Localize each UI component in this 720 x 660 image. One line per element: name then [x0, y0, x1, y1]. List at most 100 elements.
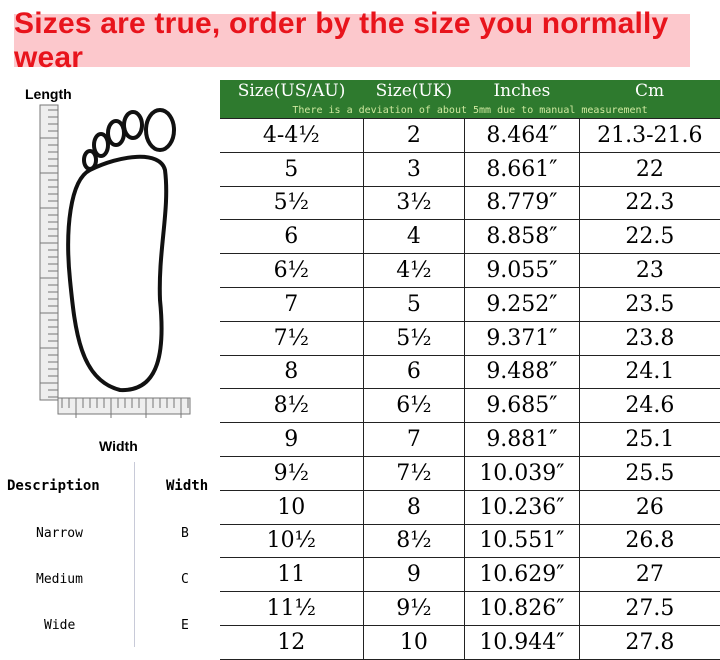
table-row: 11 9 10.629″ 27	[220, 557, 720, 593]
deviation-note: There is a deviation of about 5mm due to…	[220, 102, 720, 119]
table-cell: 11	[220, 557, 364, 593]
table-cell: 8.464″	[464, 118, 580, 153]
table-row: 5 3 8.661″ 22	[220, 151, 720, 187]
width-cell: B	[181, 526, 189, 541]
table-cell: 10.551″	[464, 523, 580, 559]
table-cell: 3	[362, 151, 466, 187]
table-cell: 10.236″	[464, 489, 580, 525]
table-cell: 5½	[362, 320, 466, 356]
table-cell: 4-4½	[220, 118, 364, 153]
length-ruler	[39, 104, 59, 401]
table-cell: 9.252″	[464, 286, 580, 322]
table-cell: 4½	[362, 253, 466, 288]
foot-diagram	[39, 104, 191, 418]
table-cell: 6½	[362, 388, 466, 424]
table-cell: 2	[362, 118, 466, 153]
table-cell: 24.1	[578, 354, 720, 390]
description-cell: Wide	[44, 618, 76, 633]
table-cell: 8½	[220, 388, 364, 424]
table-cell: 6	[220, 219, 364, 255]
table-cell: 6½	[220, 253, 364, 288]
table-cell: 9½	[362, 591, 466, 626]
table-cell: 9	[362, 557, 466, 593]
table-row: 5½ 3½ 8.779″ 22.3	[220, 185, 720, 221]
description-cell: Narrow	[36, 526, 83, 541]
table-row: 8 6 9.488″ 24.1	[220, 354, 720, 390]
table-row: 9½ 7½ 10.039″ 25.5	[220, 455, 720, 491]
foot-outline-icon	[66, 154, 169, 393]
table-cell: 7½	[362, 455, 466, 491]
table-cell: 10.826″	[464, 591, 580, 626]
table-cell: 9	[220, 422, 364, 457]
description-header: Description	[7, 478, 100, 494]
divider	[134, 462, 135, 647]
table-row: 10 8 10.236″ 26	[220, 489, 720, 525]
table-cell: 27	[578, 557, 720, 593]
table-cell: 4	[362, 219, 466, 255]
table-cell: 22.3	[578, 185, 720, 221]
table-row: 7 5 9.252″ 23.5	[220, 286, 720, 322]
table-cell: 3½	[362, 185, 466, 221]
table-cell: 12	[220, 624, 364, 660]
table-cell: 22	[578, 151, 720, 187]
size-table: Size(US/AU) Size(UK) Inches Cm There is …	[220, 80, 720, 660]
table-cell: 10.039″	[464, 455, 580, 491]
table-cell: 7	[220, 286, 364, 322]
table-cell: 26	[578, 489, 720, 525]
table-cell: 9.371″	[464, 320, 580, 356]
table-cell: 8.779″	[464, 185, 580, 221]
table-cell: 25.5	[578, 455, 720, 491]
table-cell: 8	[220, 354, 364, 390]
table-cell: 21.3-21.6	[578, 118, 720, 153]
table-cell: 9.488″	[464, 354, 580, 390]
width-cell: E	[181, 618, 189, 633]
header-us-au: Size(US/AU)	[220, 80, 364, 102]
table-row: 11½ 9½ 10.826″ 27.5	[220, 591, 720, 626]
table-cell: 24.6	[578, 388, 720, 424]
table-cell: 27.5	[578, 591, 720, 626]
table-cell: 9½	[220, 455, 364, 491]
table-cell: 9.055″	[464, 253, 580, 288]
table-cell: 25.1	[578, 422, 720, 457]
table-row: 7½ 5½ 9.371″ 23.8	[220, 320, 720, 356]
table-cell: 23.5	[578, 286, 720, 322]
table-row: 12 10 10.944″ 27.8	[220, 624, 720, 660]
header-cm: Cm	[579, 80, 720, 102]
table-cell: 8½	[362, 523, 466, 559]
table-cell: 23.8	[578, 320, 720, 356]
width-label: Width	[99, 438, 138, 454]
width-header: Width	[166, 478, 209, 494]
table-cell: 22.5	[578, 219, 720, 255]
table-cell: 10	[220, 489, 364, 525]
table-cell: 7	[362, 422, 466, 457]
table-row: 6 4 8.858″ 22.5	[220, 219, 720, 255]
table-cell: 5½	[220, 185, 364, 221]
table-row: 6½ 4½ 9.055″ 23	[220, 253, 720, 288]
table-cell: 5	[220, 151, 364, 187]
table-row: 8½ 6½ 9.685″ 24.6	[220, 388, 720, 424]
table-row: 10½ 8½ 10.551″ 26.8	[220, 523, 720, 559]
table-cell: 8.661″	[464, 151, 580, 187]
table-cell: 5	[362, 286, 466, 322]
table-cell: 7½	[220, 320, 364, 356]
table-cell: 9.881″	[464, 422, 580, 457]
table-cell: 8	[362, 489, 466, 525]
table-cell: 23	[578, 253, 720, 288]
banner: Sizes are true, order by the size you no…	[14, 7, 690, 74]
table-cell: 6	[362, 354, 466, 390]
banner-text: Sizes are true, order by the size you no…	[14, 6, 669, 74]
width-cell: C	[181, 572, 189, 587]
table-cell: 10.944″	[464, 624, 580, 660]
table-cell: 27.8	[578, 624, 720, 660]
table-cell: 10.629″	[464, 557, 580, 593]
header-inches: Inches	[464, 80, 580, 102]
table-row: 9 7 9.881″ 25.1	[220, 422, 720, 457]
header-uk: Size(UK)	[363, 80, 465, 102]
description-cell: Medium	[36, 572, 83, 587]
table-cell: 10½	[220, 523, 364, 559]
table-cell: 10	[362, 624, 466, 660]
table-cell: 8.858″	[464, 219, 580, 255]
table-cell: 26.8	[578, 523, 720, 559]
table-cell: 9.685″	[464, 388, 580, 424]
table-row: 4-4½ 2 8.464″ 21.3-21.6	[220, 118, 720, 153]
